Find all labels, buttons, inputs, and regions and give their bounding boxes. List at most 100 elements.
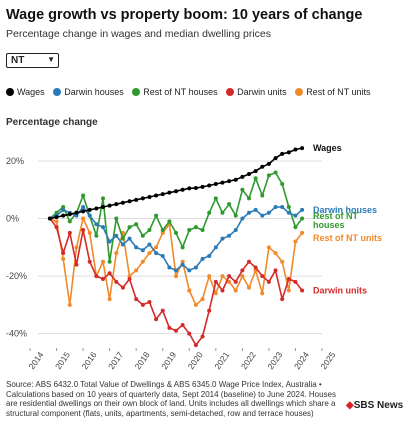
- data-point: [74, 245, 79, 250]
- sbs-logo-icon: ◆: [346, 400, 354, 411]
- data-point: [193, 186, 198, 191]
- data-point: [227, 233, 232, 238]
- data-point: [193, 225, 198, 230]
- data-point: [134, 297, 139, 302]
- data-point: [200, 228, 205, 233]
- data-point: [147, 194, 152, 199]
- data-point: [220, 274, 225, 279]
- data-point: [180, 259, 185, 264]
- data-point: [94, 206, 99, 211]
- data-point: [87, 230, 92, 235]
- data-point: [200, 184, 205, 189]
- data-point: [240, 274, 245, 279]
- x-tick-label: 2022: [239, 350, 258, 371]
- data-point: [61, 207, 66, 212]
- legend-item-rest-of-nt-houses: Rest of NT houses: [132, 87, 218, 97]
- data-point: [233, 177, 238, 182]
- data-point: [220, 236, 225, 241]
- data-point: [293, 239, 298, 244]
- data-point: [233, 288, 238, 293]
- data-point: [167, 325, 172, 330]
- data-point: [120, 236, 125, 241]
- data-point: [134, 197, 139, 202]
- data-point: [227, 179, 232, 184]
- data-point: [280, 297, 285, 302]
- data-point: [293, 225, 298, 230]
- y-tick-label: -40%: [6, 329, 27, 339]
- data-point: [54, 215, 59, 220]
- data-point: [300, 230, 305, 235]
- data-point: [273, 156, 278, 161]
- data-point: [101, 276, 105, 281]
- data-point: [213, 291, 218, 296]
- data-point: [300, 207, 305, 212]
- data-point: [140, 196, 145, 201]
- series-end-label-line: Rest of NT: [313, 211, 359, 221]
- data-point: [213, 245, 218, 250]
- data-point: [293, 213, 298, 218]
- data-point: [101, 196, 105, 201]
- data-point: [81, 205, 86, 210]
- data-point: [67, 219, 72, 224]
- data-point: [253, 207, 258, 212]
- series-end-label: Wages: [313, 143, 342, 153]
- data-point: [253, 169, 258, 174]
- data-point: [180, 322, 185, 327]
- data-point: [107, 271, 112, 276]
- data-point: [127, 276, 132, 281]
- data-point: [260, 213, 265, 218]
- legend-swatch: [6, 88, 14, 96]
- data-point: [54, 219, 59, 224]
- data-point: [280, 151, 285, 156]
- legend-swatch: [132, 88, 141, 96]
- data-point: [107, 259, 112, 264]
- data-point: [134, 245, 139, 250]
- x-tick-label: 2018: [133, 350, 152, 371]
- data-point: [114, 279, 119, 284]
- chart-subtitle: Percentage change in wages and median dw…: [6, 28, 272, 40]
- data-point: [81, 228, 86, 233]
- data-point: [200, 256, 205, 261]
- data-point: [127, 225, 132, 230]
- x-tick-label: 2024: [292, 350, 311, 371]
- data-point: [147, 251, 152, 256]
- data-point: [61, 213, 66, 218]
- x-tick-label: 2017: [106, 350, 125, 371]
- series-end-label: Darwin units: [313, 285, 367, 295]
- data-point: [207, 183, 212, 188]
- data-point: [247, 196, 251, 201]
- data-point: [174, 230, 178, 235]
- series-line-rest-of-nt-houses: [49, 171, 303, 263]
- territory-select[interactable]: NT ▼: [6, 53, 59, 68]
- data-point: [154, 213, 159, 218]
- data-point: [160, 308, 165, 313]
- series-end-label-line: Darwin houses: [313, 205, 377, 215]
- data-point: [187, 331, 192, 336]
- data-point: [120, 242, 125, 247]
- data-point: [67, 212, 72, 217]
- data-point: [94, 222, 99, 227]
- y-tick-label: -20%: [6, 271, 27, 281]
- data-point: [193, 265, 198, 270]
- data-point: [240, 174, 245, 179]
- legend: Wages Darwin houses Rest of NT houses Da…: [6, 87, 377, 97]
- data-point: [273, 268, 278, 273]
- data-point: [286, 150, 291, 155]
- data-point: [273, 205, 278, 210]
- data-point: [286, 205, 291, 210]
- legend-label: Darwin houses: [64, 87, 124, 97]
- legend-swatch: [295, 88, 304, 96]
- data-point: [167, 265, 172, 270]
- data-point: [147, 228, 152, 233]
- data-point: [227, 274, 232, 279]
- data-point: [207, 308, 212, 313]
- data-point: [140, 248, 145, 253]
- data-point: [280, 205, 285, 210]
- data-point: [167, 190, 172, 195]
- x-tick-label: 2023: [265, 350, 284, 371]
- data-point: [286, 276, 291, 281]
- data-point: [300, 216, 305, 221]
- data-point: [114, 233, 119, 238]
- data-point: [187, 288, 192, 293]
- x-tick-label: 2015: [53, 350, 72, 371]
